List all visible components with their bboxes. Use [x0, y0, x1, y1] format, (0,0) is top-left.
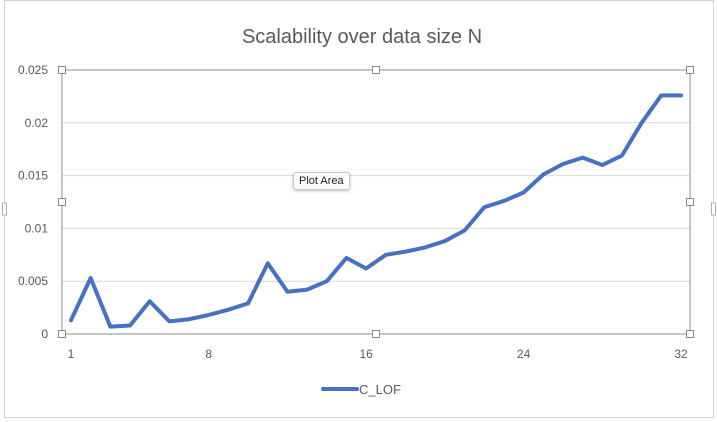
x-axis-tick-labels: 1 8 16 24 32 [68, 347, 688, 361]
x-tick-label: 24 [517, 347, 531, 361]
chart-frame-handles[interactable] [2, 202, 716, 216]
y-tick-label: 0.01 [25, 221, 49, 235]
plot-area-resize-handle[interactable] [58, 198, 66, 206]
x-tick-label: 32 [674, 347, 688, 361]
chart-title: Scalability over data size N [242, 26, 482, 48]
plot-area-resize-handle[interactable] [686, 198, 694, 206]
y-axis-tick-labels: 0 0.005 0.01 0.015 0.02 0.025 [18, 63, 48, 341]
plot-area-resize-handle[interactable] [58, 66, 66, 74]
x-tick-label: 8 [205, 347, 212, 361]
plot-area-tooltip: Plot Area [293, 172, 350, 190]
legend[interactable]: C_LOF [321, 382, 401, 397]
x-tick-label: 1 [68, 347, 75, 361]
chart-resize-handle[interactable] [711, 202, 716, 216]
y-tick-label: 0 [41, 327, 48, 341]
plot-area-resize-handle[interactable] [58, 330, 66, 338]
plot-area-handles[interactable] [58, 66, 694, 338]
series-layer[interactable] [69, 93, 683, 329]
series-line-0[interactable] [69, 93, 683, 329]
chart-resize-handle[interactable] [2, 202, 7, 216]
legend-label: C_LOF [359, 382, 401, 397]
gridlines [62, 69, 690, 335]
x-tick-label: 16 [359, 347, 373, 361]
y-tick-label: 0.015 [18, 169, 48, 183]
y-tick-label: 0.025 [18, 63, 48, 77]
y-tick-label: 0.02 [25, 116, 49, 130]
plot-area-frame[interactable] [61, 69, 691, 335]
plot-area-resize-handle[interactable] [372, 66, 380, 74]
plot-area-resize-handle[interactable] [686, 330, 694, 338]
plot-area-resize-handle[interactable] [686, 66, 694, 74]
plot-area-resize-handle[interactable] [372, 330, 380, 338]
y-tick-label: 0.005 [18, 274, 48, 288]
